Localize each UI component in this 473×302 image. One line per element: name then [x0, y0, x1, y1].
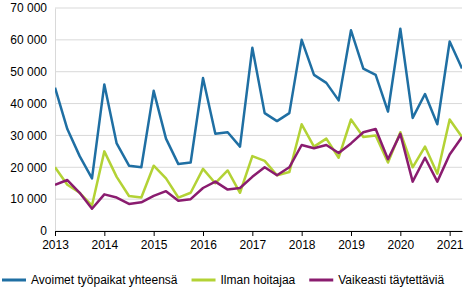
- y-tick: 20 000: [10, 161, 55, 175]
- x-tick-mark: [252, 231, 253, 236]
- legend-item: Vaikeasti täytettäviä: [309, 273, 444, 287]
- y-tick-label: 10 000: [10, 192, 47, 206]
- y-tick-label: 20 000: [10, 161, 47, 175]
- x-tick-mark: [400, 231, 401, 236]
- legend-swatch: [309, 279, 333, 282]
- x-tick-label: 2016: [190, 238, 217, 252]
- y-tick-label: 0: [40, 224, 47, 238]
- grid: [55, 8, 462, 231]
- x-tick: 2019: [338, 231, 365, 252]
- y-axis-line: [55, 9, 56, 232]
- x-tick: 2020: [387, 231, 414, 252]
- y-tick: 0: [40, 224, 55, 238]
- x-tick-label: 2019: [338, 238, 365, 252]
- x-tick: 2017: [239, 231, 266, 252]
- x-tick-label: 2018: [289, 238, 316, 252]
- x-tick: 2021: [437, 231, 464, 252]
- grid-line: [55, 167, 462, 168]
- chart: 0 10 000 20 000 30 000 40 000 50 000 60 000 70 …: [0, 0, 473, 302]
- plot: 0 10 000 20 000 30 000 40 000 50 000 60 000 70 …: [10, 1, 464, 251]
- y-tick: 30 000: [10, 129, 55, 143]
- y-axis: 0 10 000 20 000 30 000 40 000 50 000 60 000 70 …: [10, 1, 55, 238]
- x-tick-label: 2017: [239, 238, 266, 252]
- grid-line: [55, 71, 462, 72]
- x-tick: 2013: [42, 231, 69, 252]
- legend-label: Vaikeasti täytettäviä: [338, 273, 444, 287]
- y-tick: 10 000: [10, 192, 55, 206]
- y-tick: 70 000: [10, 1, 55, 15]
- legend: Avoimet työpaikat yhteensä Ilman hoitajaa…: [2, 273, 444, 287]
- x-tick-label: 2020: [387, 238, 414, 252]
- grid-line: [55, 199, 462, 200]
- x-tick: 2015: [141, 231, 168, 252]
- grid-line: [55, 103, 462, 104]
- x-tick-mark: [203, 231, 204, 236]
- x-tick-mark: [302, 231, 303, 236]
- y-tick-label: 50 000: [10, 65, 47, 79]
- legend-label: Avoimet työpaikat yhteensä: [31, 273, 178, 287]
- y-tick-label: 60 000: [10, 33, 47, 47]
- legend-label: Ilman hoitajaa: [221, 273, 296, 287]
- x-tick: 2014: [91, 231, 118, 252]
- x-axis-line: [56, 231, 463, 232]
- legend-swatch: [2, 279, 26, 282]
- x-tick: 2018: [289, 231, 316, 252]
- x-axis: 2013 2014 2015 2016 2017 2018 2019 2020 2021: [42, 231, 464, 252]
- x-tick-label: 2021: [437, 238, 464, 252]
- x-tick-label: 2014: [91, 238, 118, 252]
- x-tick-mark: [104, 231, 105, 236]
- lines: [55, 29, 462, 209]
- y-tick-label: 30 000: [10, 129, 47, 143]
- x-tick: 2016: [190, 231, 217, 252]
- legend-item: Ilman hoitajaa: [192, 273, 296, 287]
- series-line: [55, 29, 462, 179]
- y-tick-label: 70 000: [10, 1, 47, 15]
- series-line: [55, 129, 462, 209]
- series-line: [55, 120, 462, 206]
- y-tick-label: 40 000: [10, 97, 47, 111]
- y-tick: 60 000: [10, 33, 55, 47]
- x-tick-mark: [450, 231, 451, 236]
- legend-item: Avoimet työpaikat yhteensä: [2, 273, 178, 287]
- x-tick-mark: [55, 231, 56, 236]
- y-tick: 50 000: [10, 65, 55, 79]
- legend-swatch: [192, 279, 216, 282]
- y-tick: 40 000: [10, 97, 55, 111]
- x-tick-mark: [351, 231, 352, 236]
- x-tick-mark: [154, 231, 155, 236]
- x-tick-label: 2015: [141, 238, 168, 252]
- x-tick-label: 2013: [42, 238, 69, 252]
- grid-line: [55, 8, 462, 9]
